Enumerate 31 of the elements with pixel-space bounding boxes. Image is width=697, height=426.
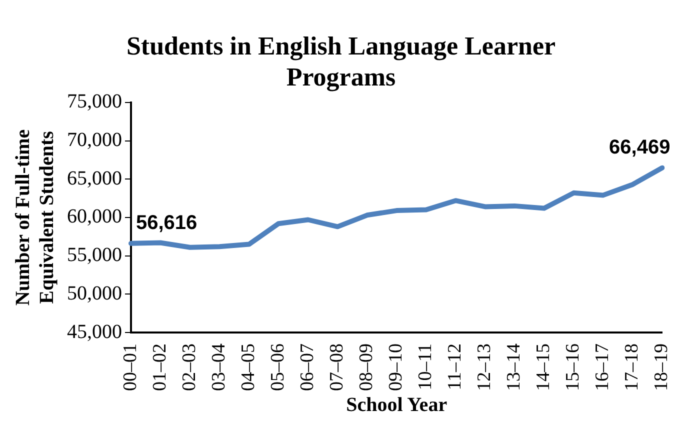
y-tick-label: 65,000 (67, 167, 122, 190)
y-tick-label: 45,000 (67, 320, 122, 343)
x-tick-label: 17–18 (622, 344, 643, 391)
x-tick-label: 10–11 (415, 344, 436, 390)
y-tick-label: 60,000 (67, 206, 122, 228)
x-tick-label: 02–03 (179, 344, 200, 391)
x-axis-title: School Year (346, 394, 448, 416)
x-tick-label: 11–12 (444, 344, 466, 390)
x-tick-label: 13–14 (504, 343, 525, 391)
x-tick-label: 01–02 (149, 344, 170, 391)
y-tick-label: 75,000 (67, 90, 122, 113)
chart-title: Students in English Language Learner Programs (126, 31, 556, 92)
x-tick-label: 15–16 (562, 344, 584, 391)
x-tick-label: 14–15 (533, 344, 554, 391)
x-tick-label: 06–07 (297, 344, 318, 391)
x-tick-label: 05–06 (268, 344, 289, 391)
x-tick-label: 08–09 (356, 344, 378, 391)
y-axis-title: Number of Full-time Equivalent Students (12, 129, 58, 306)
x-tick-label: 12–13 (474, 344, 496, 391)
x-tick-label: 07–08 (326, 344, 348, 391)
data-label: 66,469 (609, 136, 670, 158)
x-tick-label: 04–05 (238, 344, 260, 391)
data-label: 56,616 (136, 212, 198, 234)
x-tick-label: 18–19 (651, 344, 672, 391)
x-tick-label: 00–01 (120, 344, 141, 391)
x-tick-label: 09–10 (386, 344, 407, 391)
x-tick-label: 03–04 (208, 343, 230, 391)
y-tick-label: 50,000 (67, 282, 122, 304)
y-tick-label: 55,000 (67, 244, 122, 266)
x-tick-label: 16–17 (592, 344, 614, 391)
y-tick-label: 70,000 (67, 129, 122, 151)
